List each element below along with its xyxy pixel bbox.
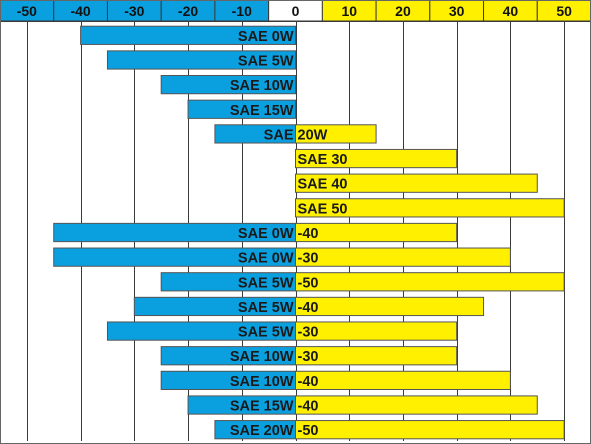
bar-row: SAE 50 — [295, 198, 565, 218]
x-tick-label: 30 — [449, 3, 465, 19]
bar-row: SAE 30 — [295, 148, 458, 169]
bar-row: SAE 20W -50 — [214, 420, 565, 440]
hot-bar — [295, 296, 485, 317]
hot-label: SAE 30 — [298, 152, 348, 168]
hot-bar — [295, 247, 511, 267]
cold-label: SAE 5W — [238, 325, 294, 341]
hot-bar — [295, 272, 565, 292]
bar-row: SAE 10W -30 — [160, 346, 458, 366]
hot-bar — [295, 370, 511, 391]
cold-label: SAE 0W — [238, 251, 294, 267]
cold-label: SAE 5W — [238, 275, 294, 291]
x-tick-label: -40 — [70, 3, 90, 19]
hot-label: -30 — [298, 325, 319, 341]
temperature-scale-header: -50 -40 -30 -20 -10 0 10 20 30 40 50 — [0, 0, 591, 22]
cold-label: SAE 10W — [230, 78, 294, 94]
hot-label: SAE 40 — [298, 177, 348, 193]
cold-label: SAE — [264, 127, 294, 143]
bar-row: SAE 15W — [187, 99, 296, 119]
x-tick-label: 40 — [503, 3, 519, 19]
hot-bar — [295, 420, 565, 440]
bar-row: SAE 5W -50 — [160, 272, 565, 292]
hot-label: -30 — [298, 251, 319, 267]
hot-bar — [295, 173, 538, 193]
cold-label: SAE 10W — [230, 374, 294, 390]
bar-row: SAE 20W — [214, 124, 377, 144]
cold-bar — [187, 99, 296, 119]
hot-bar — [295, 222, 458, 243]
hot-label: -50 — [298, 275, 319, 291]
bar-row: SAE 5W — [106, 50, 296, 70]
cold-bar — [80, 25, 296, 45]
bar-row: SAE 5W -30 — [106, 321, 458, 341]
hot-label: -40 — [298, 399, 319, 415]
hot-label: -40 — [298, 226, 319, 242]
hot-label: -30 — [298, 349, 319, 365]
bar-row: SAE 5W -40 — [133, 296, 485, 317]
x-tick-label: 10 — [341, 3, 357, 19]
x-tick-label: -10 — [232, 3, 252, 19]
cold-label: SAE 5W — [238, 300, 294, 316]
bar-row: SAE 0W -40 — [53, 222, 458, 243]
hot-label: 20W — [298, 127, 328, 143]
hot-bar — [295, 321, 458, 341]
cold-label: SAE 20W — [230, 423, 294, 439]
hot-label: -40 — [298, 300, 319, 316]
bar-row: SAE 0W — [80, 25, 296, 45]
cold-bar — [106, 50, 296, 70]
cold-bar — [160, 74, 296, 95]
cold-label: SAE 0W — [238, 29, 294, 45]
bar-row: SAE 10W -40 — [160, 370, 511, 391]
x-tick-label: 0 — [292, 3, 300, 19]
hot-bar — [295, 346, 458, 366]
hot-bar — [295, 198, 565, 218]
hot-bar — [295, 148, 458, 169]
cold-label: SAE 15W — [230, 103, 294, 119]
cold-label: SAE 5W — [238, 53, 294, 69]
x-tick-label: 20 — [395, 3, 411, 19]
x-tick-label: -20 — [178, 3, 198, 19]
cold-label: SAE 15W — [230, 399, 294, 415]
hot-label: -50 — [298, 423, 319, 439]
bar-row: SAE 40 — [295, 173, 538, 193]
hot-label: SAE 50 — [298, 201, 348, 217]
cold-label: SAE 0W — [238, 226, 294, 242]
cold-label: SAE 10W — [230, 349, 294, 365]
x-tick-label: -50 — [17, 3, 37, 19]
bar-row: SAE 0W -30 — [53, 247, 511, 267]
hot-bar — [295, 124, 377, 144]
x-tick-label: -30 — [124, 3, 144, 19]
hot-label: -40 — [298, 374, 319, 390]
x-tick-label: 50 — [556, 3, 572, 19]
hot-bar — [295, 395, 538, 415]
bar-row: SAE 15W -40 — [187, 395, 538, 415]
bar-row: SAE 10W — [160, 74, 296, 95]
